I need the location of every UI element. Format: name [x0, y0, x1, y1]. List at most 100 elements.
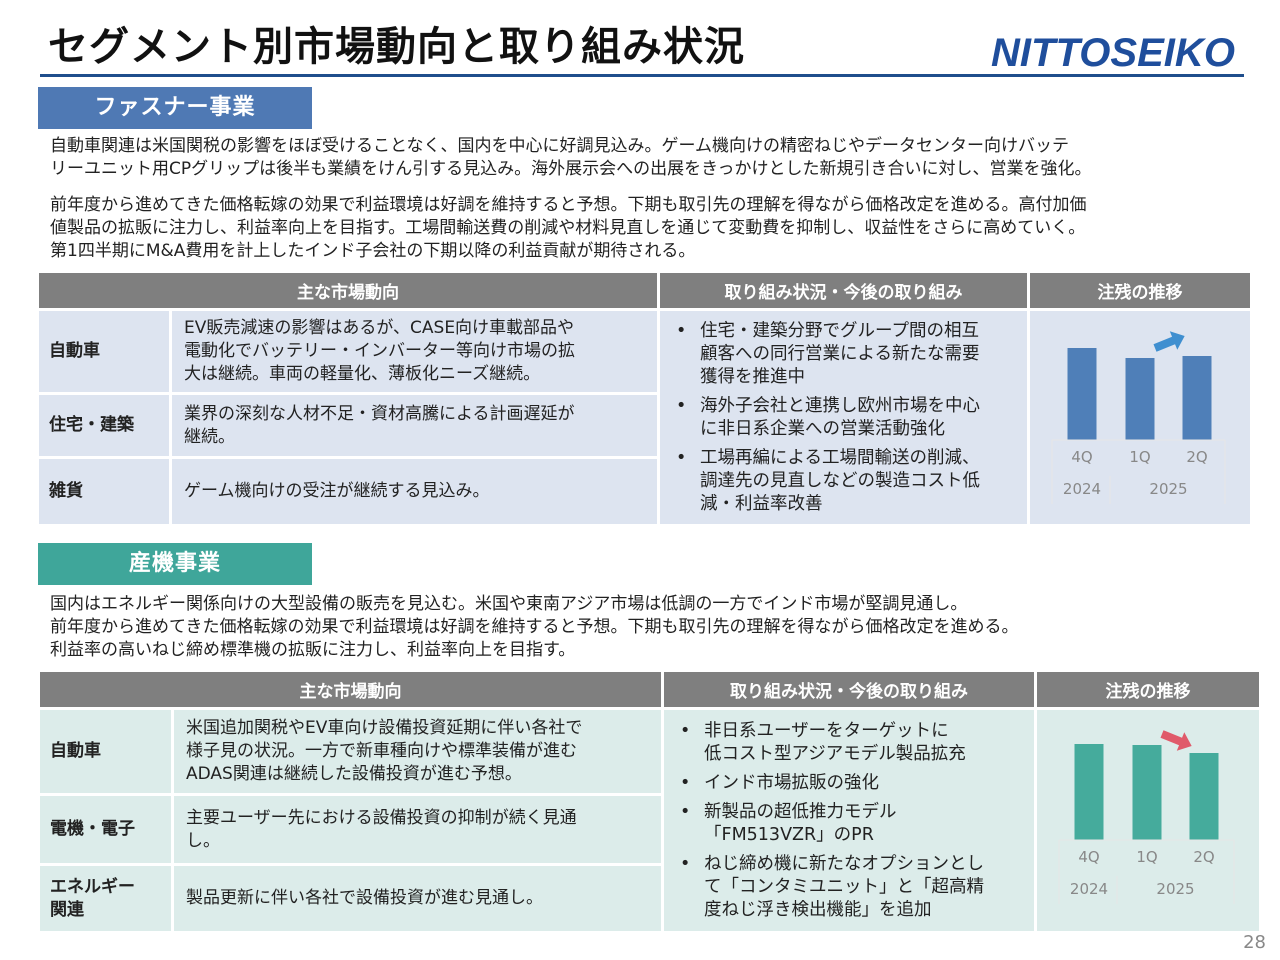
header-actions: 取り組み状況・今後の取り組み [661, 669, 1037, 710]
list-item: • ねじ締め機に新たなオプションとし て「コンタミユニット」と「超高精 度ねじ浮き検出… [678, 853, 1020, 922]
actions-list: • 住宅・建築分野でグループ間の相互 顧客への同行営業による新たな需要 獲得を推進中 … [674, 320, 1013, 516]
arrow-shape [1153, 330, 1185, 352]
text-line: ゲーム機向けの受注が継続する見込み。 [184, 481, 490, 501]
segment-label: 住宅・建築 [36, 392, 172, 459]
header-market-trends: 主な市場動向 [36, 270, 660, 311]
market-description: 製品更新に伴い各社で設備投資が進む見通し。 [171, 863, 664, 934]
text-line: EV販売減速の影響はあるが、CASE向け車載部品や [184, 318, 575, 338]
text-line: 主要ユーザー先における設備投資の抑制が続く見通 [186, 807, 577, 828]
segment-label: エネルギー 関連 [37, 863, 174, 934]
text-line: 非日系ユーザーをターゲットに [704, 720, 949, 741]
text-line: 値製品の拡販に注力し、利益率向上を目指す。工場間輸送費の削減や材料見直しを通じて… [50, 218, 1086, 238]
list-item: • 住宅・建築分野でグループ間の相互 顧客への同行営業による新たな需要 獲得を推進中 [674, 320, 1013, 389]
backlog-chart-cell: 4Q 1Q 2Q 2024 2025 [1034, 707, 1262, 934]
arrow-shape [1160, 729, 1192, 751]
text-line: 利益率の高いねじ締め標準機の拡販に注力し、利益率向上を目指す。 [50, 640, 576, 660]
chart-bar [1067, 347, 1097, 440]
text-line: 様子見の状況。一方で新車種向けや標準装備が進む [186, 741, 577, 761]
bullet-icon: • [676, 447, 687, 468]
chart-tick-label: 4Q [1071, 448, 1092, 466]
header-market-trends: 主な市場動向 [37, 669, 664, 710]
text-line: 業界の深刻な人材不足・資材高騰による計画遅延が [184, 403, 575, 424]
fastener-market-table: 主な市場動向 取り組み状況・今後の取り組み 注残の推移 自動車 EV販売減速の影… [36, 270, 1253, 527]
backlog-chart-fastener: 4Q 1Q 2Q 2024 2025 [1051, 330, 1226, 504]
text-line: 大は継続。車両の軽量化、薄板化ニーズ継続。 [184, 364, 541, 384]
actions-cell: • 非日系ユーザーをターゲットに 低コスト型アジアモデル製品拡充 • インド市場拡販の… [661, 707, 1037, 934]
fastener-section-tag: ファスナー事業 [38, 87, 312, 129]
list-item: • インド市場拡販の強化 [678, 772, 1020, 795]
text-line: 減・利益率改善 [700, 493, 823, 514]
chart-year-label: 2024 [1063, 480, 1101, 498]
chart-bar [1182, 355, 1212, 440]
text-line: リーユニット用CPグリップは後半も業績をけん引する見込み。海外展示会への出展をき… [50, 159, 1092, 179]
text-line: 調達先の見直しなどの製造コスト低 [700, 470, 980, 491]
bullet-icon: • [676, 395, 687, 416]
text-line: 関連 [50, 899, 84, 920]
text-line: 工場再編による工場間輸送の削減、 [700, 447, 980, 468]
text-line: て「コンタミユニット」と「超高精 [704, 876, 984, 897]
list-item: • 工場再編による工場間輸送の削減、 調達先の見直しなどの製造コスト低 減・利益率改善 [674, 447, 1013, 516]
text-line: 国内はエネルギー関係向けの大型設備の販売を見込む。米国や東南アジア市場は低調の一… [50, 594, 968, 614]
table-row: エネルギー 関連 製品更新に伴い各社で設備投資が進む見通し。 [37, 863, 1261, 934]
market-description: 主要ユーザー先における設備投資の抑制が続く見通 し。 [171, 793, 664, 866]
industrial-market-table: 主な市場動向 取り組み状況・今後の取り組み 注残の推移 自動車 米国追加関税やE… [37, 669, 1262, 934]
text-line: し。 [186, 830, 220, 851]
page-number: 28 [1243, 932, 1266, 953]
chart-tick-label: 4Q [1078, 848, 1099, 866]
bullet-icon: • [680, 772, 691, 793]
text-line: 「FM513VZR」のPR [704, 824, 874, 845]
chart-bar [1125, 357, 1155, 440]
bullet-icon: • [680, 720, 691, 741]
text-line: ねじ締め機に新たなオプションとし [704, 853, 984, 874]
text-line: 度ねじ浮き検出機能」を追加 [704, 899, 932, 920]
bullet-icon: • [676, 320, 687, 341]
table-row: 住宅・建築 業界の深刻な人材不足・資材高騰による計画遅延が 継続。 [36, 392, 1252, 459]
fastener-paragraph-2: 前年度から進めてきた価格転嫁の効果で利益環境は好調を維持すると予想。下期も取引先… [50, 194, 1250, 263]
backlog-chart-industrial: 4Q 1Q 2Q 2024 2025 [1058, 729, 1235, 904]
text-line: 継続。 [184, 426, 235, 447]
industrial-section-tag: 産機事業 [38, 543, 312, 585]
segment-label: 電機・電子 [37, 793, 174, 866]
text-line: 米国追加関税やEV車向け設備投資延期に伴い各社で [186, 718, 583, 738]
text-line: エネルギー [50, 876, 135, 897]
text-line: 電動化でバッテリー・インバーター等向け市場の拡 [184, 341, 575, 361]
list-item: • 新製品の超低推力モデル 「FM513VZR」のPR [678, 801, 1020, 847]
bullet-icon: • [680, 853, 691, 874]
logo-text: NITTOSEIKO [991, 31, 1235, 74]
segment-label: 自動車 [37, 707, 174, 796]
chart-tick-label: 2Q [1186, 448, 1207, 466]
backlog-chart-cell: 4Q 1Q 2Q 2024 2025 [1027, 308, 1253, 527]
chart-year-label: 2025 [1156, 880, 1194, 898]
text-line: 住宅・建築分野でグループ間の相互 [700, 320, 979, 341]
header-backlog: 注残の推移 [1027, 270, 1253, 311]
chart-year-label: 2024 [1070, 880, 1108, 898]
trend-up-arrow-icon [1153, 330, 1185, 352]
text-line: 製品更新に伴い各社で設備投資が進む見通し。 [186, 888, 543, 908]
table-row: 自動車 EV販売減速の影響はあるが、CASE向け車載部品や 電動化でバッテリー・… [36, 308, 1253, 527]
bullet-icon: • [680, 801, 691, 822]
text-line: 自動車関連は米国関税の影響をほぼ受けることなく、国内を中心に好調見込み。ゲーム機… [50, 136, 1069, 156]
market-description: EV販売減速の影響はあるが、CASE向け車載部品や 電動化でバッテリー・インバー… [169, 308, 660, 395]
industrial-paragraph: 国内はエネルギー関係向けの大型設備の販売を見込む。米国や東南アジア市場は低調の一… [50, 593, 1250, 662]
text-line: 前年度から進めてきた価格転嫁の効果で利益環境は好調を維持すると予想。下期も取引先… [50, 617, 1019, 637]
nittoseiko-logo: NITTOSEIKO [991, 31, 1235, 74]
header-backlog: 注残の推移 [1034, 669, 1262, 710]
segment-label: 自動車 [36, 308, 172, 395]
list-item: • 非日系ユーザーをターゲットに 低コスト型アジアモデル製品拡充 [678, 720, 1020, 766]
text-line: 顧客への同行営業による新たな需要 [700, 343, 980, 364]
trend-down-arrow-icon [1160, 729, 1192, 751]
header-actions: 取り組み状況・今後の取り組み [657, 270, 1030, 311]
market-description: ゲーム機向けの受注が継続する見込み。 [169, 456, 660, 527]
chart-bar [1189, 752, 1219, 840]
text-line: インド市場拡販の強化 [704, 772, 879, 793]
title-divider [40, 74, 1244, 77]
text-line: 第1四半期にM&A費用を計上したインド子会社の下期以降の利益貢献が期待される。 [50, 241, 696, 261]
market-description: 業界の深刻な人材不足・資材高騰による計画遅延が 継続。 [169, 392, 660, 459]
segment-label: 雑貨 [36, 456, 172, 527]
actions-cell: • 住宅・建築分野でグループ間の相互 顧客への同行営業による新たな需要 獲得を推進中 … [657, 308, 1030, 527]
chart-tick-label: 1Q [1129, 448, 1150, 466]
text-line: ADAS関連は継続した設備投資が進む予想。 [186, 764, 522, 784]
text-line: に非日系企業への営業活動強化 [700, 418, 945, 439]
text-line: 低コスト型アジアモデル製品拡充 [704, 743, 966, 764]
table-row: 自動車 米国追加関税やEV車向け設備投資延期に伴い各社で 様子見の状況。一方で新… [37, 707, 1262, 934]
